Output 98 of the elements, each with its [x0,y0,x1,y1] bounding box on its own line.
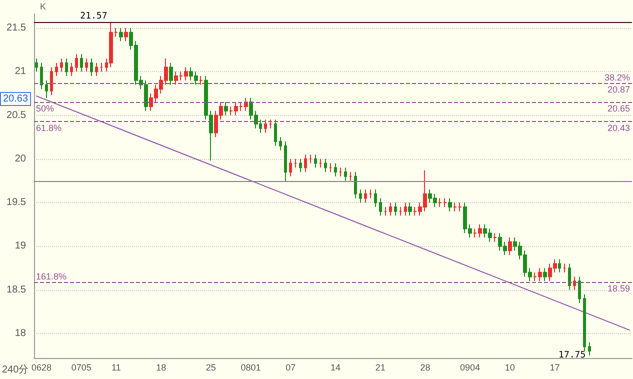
candlestick [588,342,591,356]
x-tick-label: 11 [112,362,121,372]
candlestick [264,119,267,134]
candlestick [573,276,576,290]
x-tick-label: 0705 [71,362,92,372]
candlestick [493,232,497,242]
candlestick [85,58,88,72]
x-tick-label: 21 [375,362,386,372]
x-tick-label: 0801 [240,362,261,372]
x-tick-label: 0628 [31,362,52,372]
candlestick [543,268,547,282]
annotation: 38.2% [604,72,630,82]
candlestick [339,167,342,177]
ref-line-label: 20.65 [607,104,630,114]
x-tick-label: 10 [504,362,515,372]
candlestick [359,188,362,204]
candlestick [568,263,571,290]
candlestick [369,188,372,199]
candlestick [448,198,452,212]
annotation: 161.8% [36,272,67,282]
candlestick [563,263,566,273]
x-tick-label: 07 [286,362,296,372]
candlestick [578,276,581,304]
candlestick [389,202,392,216]
ref-line-label: 20.43 [607,122,630,133]
x-tick-label: 14 [330,362,340,372]
candlestick [274,119,277,146]
x-tick-label: 17 [550,362,560,372]
candlestick [394,202,397,216]
candlestick [324,158,327,173]
candlestick [124,27,128,42]
candlestick [443,198,447,208]
candlestick [379,198,382,216]
candlestick [65,58,68,76]
ref-line-label: 20.87 [607,84,630,94]
y-tick-label: 19.5 [6,197,26,208]
x-tick-label: 25 [206,362,216,372]
y-tick-label: 20 [14,153,26,164]
candlestick [299,158,302,173]
annotation: 50% [36,104,54,114]
candlestick [354,172,357,199]
annotation: 61.8% [36,122,62,133]
candlestick [40,62,43,90]
candlestick [438,198,442,208]
candlestick [583,294,586,352]
text: 20.63 [3,94,28,104]
ref-line-label: 18.59 [607,284,630,294]
candlestick [35,58,38,72]
candlestick [75,54,78,72]
candlestick [224,102,228,116]
candlestick [80,54,83,72]
candlestick [364,188,367,204]
x-tick-label: 18 [156,362,166,372]
candlestick [458,202,462,212]
x-tick-label: 0904 [460,362,480,372]
candlestick [408,202,412,216]
y-tick-label: 19 [14,240,26,252]
candlestick [453,202,457,212]
candlestick [90,58,93,76]
candlestick [279,136,282,151]
candlestick [384,206,387,216]
candlestick [95,62,98,76]
candlestick [329,162,332,173]
text: K [40,2,46,12]
candlestick [399,206,402,216]
annotation: 21.57 [80,11,108,22]
x-axis-title: 240分 [2,364,29,376]
candlestick [294,158,297,168]
candlestick [508,237,512,256]
candlestick [289,158,292,177]
candlestick [319,158,322,168]
candlestick [314,154,317,168]
candlestick [100,62,103,72]
candlestick [50,66,53,96]
candlestick [344,167,347,182]
candlestick [45,80,48,98]
candlestick [334,162,337,177]
candlestick [349,172,352,182]
candlestick [55,62,58,76]
candlestick [558,258,561,273]
candlestick [119,27,123,42]
candlestick [309,154,312,164]
x-tick-label: 28 [420,362,430,372]
annotation: 17.75 [558,350,586,360]
y-tick-label: 20.5 [6,110,26,121]
candlestick [404,202,407,216]
candlestick [70,62,73,76]
y-tick-label: 21 [14,66,26,78]
y-tick-label: 18.5 [6,284,26,296]
candlestick [269,119,272,129]
candlestick [284,140,287,182]
candlestick [304,154,307,173]
y-tick-label: 21.5 [6,22,26,34]
candlestick [374,188,377,208]
y-tick-label: 18 [14,328,26,340]
candlestick [60,58,63,72]
candlestick [199,75,203,86]
candlestick [169,62,173,86]
